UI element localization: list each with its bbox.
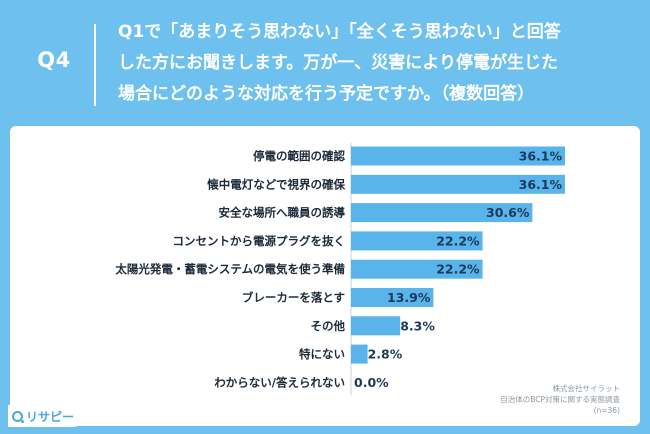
category-label-1: 懐中電灯などで視界の確保 — [207, 177, 345, 191]
bar-5 — [351, 288, 434, 307]
question-number: Q4 — [37, 48, 71, 72]
source-note: 株式会社サイラット 自治体のBCP対策に関する実態調査 (n=36) — [500, 383, 620, 416]
value-label-1: 36.1% — [519, 177, 563, 192]
category-label-7: 特にない — [299, 347, 345, 361]
category-label-4: 太陽光発電・蓄電システムの電気を使う準備 — [114, 262, 345, 276]
chart-panel: 停電の範囲の確認 36.1% 懐中電灯などで視界の確保 36.1% 安全な場所へ職員の誘… — [10, 126, 640, 426]
category-label-2: 安全な場所へ職員の誘導 — [219, 206, 346, 220]
category-label-3: コンセントから電源プラグを抜く — [173, 234, 346, 248]
value-label-2: 30.6% — [486, 205, 530, 220]
question-line-1: Q1で「あまりそう思わない」「全くそう思わない」と回答 — [118, 22, 561, 42]
category-label-5: ブレーカーを落とす — [242, 291, 345, 305]
value-label-7: 2.8% — [368, 347, 403, 362]
bar-1 — [351, 174, 565, 194]
brand-logo: リサピー — [8, 405, 85, 427]
question-line-3: 場合にどのような対応を行う予定ですか。（複数回答） — [118, 84, 535, 104]
category-label-8: わからない/答えられない — [214, 375, 345, 389]
bar-2 — [351, 203, 533, 223]
bar-3 — [351, 231, 483, 251]
value-label-8: 0.0% — [354, 375, 389, 390]
brand-logo-text: リサピー — [26, 409, 75, 424]
value-label-4: 22.2% — [436, 262, 480, 277]
question-header: Q4 Q1で「あまりそう思わない」「全くそう思わない」と回答 した方にお聞きしま… — [0, 0, 650, 122]
value-label-3: 22.2% — [436, 233, 480, 248]
category-label-0: 停電の範囲の確認 — [253, 149, 345, 163]
bar-6 — [351, 316, 401, 336]
source-sample: (n=36) — [593, 406, 620, 415]
bar-chart: 停電の範囲の確認 36.1% 懐中電灯などで視界の確保 36.1% 安全な場所へ職員の誘… — [114, 143, 565, 396]
value-label-5: 13.9% — [387, 290, 431, 305]
category-label-6: その他 — [311, 319, 346, 333]
bar-4 — [351, 259, 483, 279]
magnifier-icon — [12, 410, 24, 423]
source-survey: 自治体のBCP対策に関する実態調査 — [500, 395, 620, 404]
bar-7 — [351, 344, 368, 364]
source-company: 株式会社サイラット — [552, 384, 621, 393]
value-label-0: 36.1% — [519, 149, 563, 164]
question-text: Q1で「あまりそう思わない」「全くそう思わない」と回答 した方にお聞きします。万… — [118, 17, 638, 110]
question-divider — [94, 24, 96, 106]
question-line-2: した方にお聞きします。万が一、災害により停電が生じた — [118, 53, 558, 73]
bar-0 — [351, 146, 565, 166]
value-label-6: 8.3% — [400, 318, 435, 333]
